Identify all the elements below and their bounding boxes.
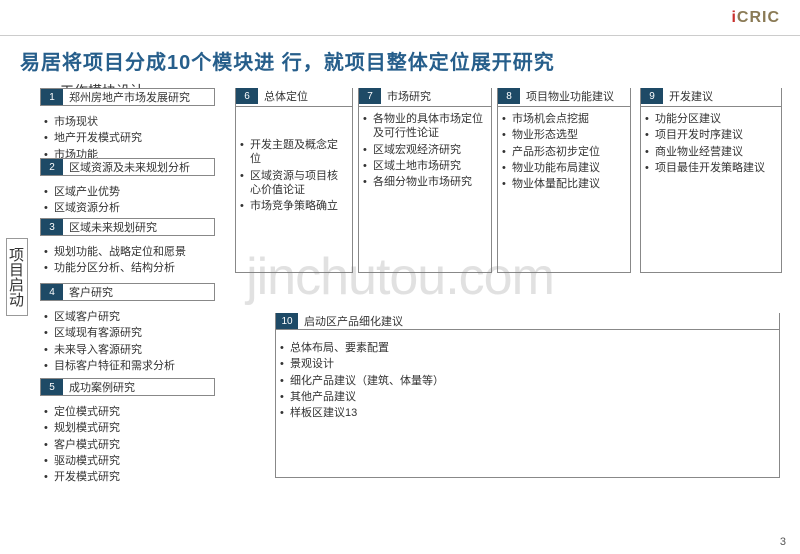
list-item: 目标客户特征和需求分析 [54,358,209,374]
module-7: 7市场研究 各物业的具体市场定位及可行性论证区域宏观经济研究区域土地市场研究各细… [358,88,492,273]
project-start-label: 项目启动 [6,238,28,316]
page-number: 3 [780,536,786,548]
list-item: 物业体量配比建议 [512,176,624,192]
list-item: 区域产业优势 [54,184,209,200]
list-item: 各细分物业市场研究 [373,174,485,190]
list-item: 功能分区分析、结构分析 [54,260,209,276]
list-item: 功能分区建议 [655,111,775,127]
module-9: 9开发建议 功能分区建议项目开发时序建议商业物业经营建议项目最佳开发策略建议 [640,88,782,273]
list-item: 总体布局、要素配置 [290,340,773,356]
list-item: 开发模式研究 [54,469,209,485]
list-item: 区域土地市场研究 [373,158,485,174]
list-item: 项目最佳开发策略建议 [655,160,775,176]
list-item: 区域资源分析 [54,200,209,216]
logo: iCRIC [731,9,780,27]
list-item: 物业形态选型 [512,127,624,143]
list-item: 其他产品建议 [290,389,773,405]
page-title: 易居将项目分成10个模块进 行，就项目整体定位展开研究 [20,46,780,75]
module-1: 1郑州房地产市场发展研究 市场现状地产开发模式研究市场功能 [40,88,215,167]
list-item: 市场机会点挖掘 [512,111,624,127]
list-item: 市场竞争策略确立 [250,198,346,214]
list-item: 未来导入客源研究 [54,342,209,358]
header: iCRIC [0,0,800,36]
module-6: 6总体定位 开发主题及概念定位区域资源与项目核心价值论证市场竞争策略确立 [235,88,353,273]
module-10: 10启动区产品细化建议 总体布局、要素配置景观设计细化产品建议（建筑、体量等）其… [275,313,780,478]
list-item: 区域资源与项目核心价值论证 [250,168,346,199]
list-item: 项目开发时序建议 [655,127,775,143]
list-item: 细化产品建议（建筑、体量等） [290,373,773,389]
list-item: 规划功能、战略定位和愿景 [54,244,209,260]
list-item: 区域现有客源研究 [54,325,209,341]
list-item: 样板区建议13 [290,405,773,421]
module-5: 5成功案例研究 定位模式研究规划模式研究客户模式研究驱动模式研究开发模式研究 [40,378,215,489]
module-3: 3区域未来规划研究 规划功能、战略定位和愿景功能分区分析、结构分析 [40,218,215,281]
list-item: 区域宏观经济研究 [373,142,485,158]
diagram-area: 项目启动 1郑州房地产市场发展研究 市场现状地产开发模式研究市场功能 2区域资源… [0,88,800,534]
list-item: 定位模式研究 [54,404,209,420]
module-4: 4客户研究 区域客户研究区域现有客源研究未来导入客源研究目标客户特征和需求分析 [40,283,215,378]
module-8: 8项目物业功能建议 市场机会点挖掘物业形态选型产品形态初步定位物业功能布局建议物… [497,88,631,273]
list-item: 区域客户研究 [54,309,209,325]
list-item: 规划模式研究 [54,420,209,436]
list-item: 客户模式研究 [54,437,209,453]
list-item: 景观设计 [290,356,773,372]
module-2: 2区域资源及未来规划分析 区域产业优势区域资源分析 [40,158,215,221]
list-item: 物业功能布局建议 [512,160,624,176]
list-item: 开发主题及概念定位 [250,137,346,168]
list-item: 商业物业经营建议 [655,144,775,160]
list-item: 驱动模式研究 [54,453,209,469]
list-item: 产品形态初步定位 [512,144,624,160]
list-item: 各物业的具体市场定位及可行性论证 [373,111,485,142]
list-item: 市场现状 [54,114,209,130]
list-item: 地产开发模式研究 [54,130,209,146]
